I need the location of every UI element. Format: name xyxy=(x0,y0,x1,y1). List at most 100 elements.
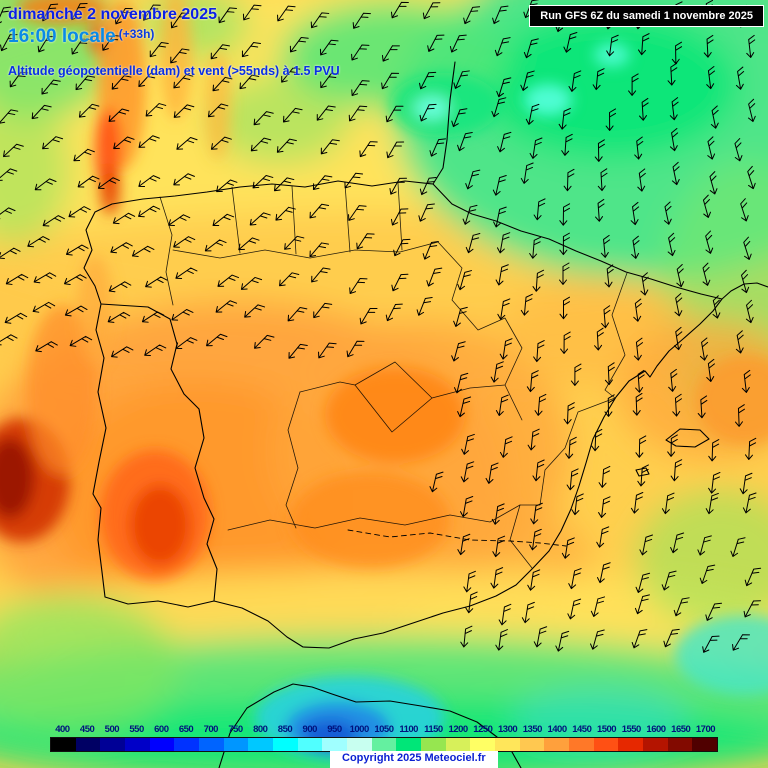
legend-value: 900 xyxy=(302,724,318,735)
wind-barb-icon xyxy=(419,176,437,196)
wind-barb-icon xyxy=(491,97,507,118)
wind-barb-icon xyxy=(170,48,190,64)
wind-barb-icon xyxy=(523,38,539,59)
wind-barb-icon xyxy=(422,240,439,260)
wind-barb-icon xyxy=(310,12,330,29)
legend-color-cell xyxy=(248,738,274,751)
wind-barb-icon xyxy=(318,342,337,359)
legend-value: 1650 xyxy=(671,724,691,735)
wind-barb-icon xyxy=(559,262,570,285)
wind-barb-icon xyxy=(563,402,575,425)
wind-barb-icon xyxy=(708,471,721,494)
wind-barb-icon xyxy=(628,73,639,96)
wind-barb-icon xyxy=(351,80,370,97)
wind-barb-icon xyxy=(457,270,473,291)
wind-barb-icon xyxy=(530,502,543,525)
legend-value: 1400 xyxy=(547,724,567,735)
wind-barb-icon xyxy=(667,232,676,257)
wind-barb-icon xyxy=(746,34,756,58)
wind-barb-icon xyxy=(390,208,409,226)
wind-barb-icon xyxy=(631,629,648,649)
wind-barb-icon xyxy=(102,35,121,51)
wind-barb-icon xyxy=(735,330,744,354)
wind-barb-icon xyxy=(703,34,714,58)
wind-barb-icon xyxy=(663,201,672,225)
wind-barb-icon xyxy=(313,302,333,319)
wind-barb-icon xyxy=(114,8,133,25)
legend-value: 1200 xyxy=(448,724,469,735)
mallorca-island xyxy=(665,428,710,448)
wind-barb-icon xyxy=(9,71,29,88)
wind-barb-icon xyxy=(35,341,58,353)
wind-barb-icon xyxy=(316,105,336,121)
wind-barb-icon xyxy=(111,346,134,358)
map-subtitle: Altitude géopotentielle (dam) et vent (>… xyxy=(8,64,340,79)
wind-barb-icon xyxy=(107,311,131,323)
wind-barb-icon xyxy=(132,245,155,257)
wind-barb-icon xyxy=(238,237,260,251)
legend-value: 600 xyxy=(154,724,169,735)
wind-barb-icon xyxy=(254,334,275,349)
wind-barb-icon xyxy=(637,168,646,192)
wind-barb-icon xyxy=(639,534,654,556)
wind-barb-icon xyxy=(351,44,370,61)
wind-barb-icon xyxy=(735,66,745,90)
legend-color-cell xyxy=(692,738,718,751)
wind-barb-icon xyxy=(173,104,195,118)
wind-barb-icon xyxy=(110,242,133,254)
wind-barb-icon xyxy=(604,362,615,386)
wind-barb-icon xyxy=(385,105,404,123)
wind-barb-icon xyxy=(454,372,469,394)
wind-barb-icon xyxy=(288,343,308,359)
legend-color-cell xyxy=(544,738,570,751)
wind-barb-icon xyxy=(0,334,18,346)
wind-barb-icon xyxy=(348,205,367,221)
wind-barb-icon xyxy=(709,171,718,195)
wind-barb-icon xyxy=(740,198,749,222)
wind-barb-icon xyxy=(422,2,441,20)
wind-barb-icon xyxy=(663,628,680,648)
wind-barb-icon xyxy=(730,537,746,557)
wind-barb-icon xyxy=(239,74,260,90)
legend-color-cell xyxy=(149,738,175,751)
wind-barb-icon xyxy=(242,4,262,21)
wind-barb-icon xyxy=(282,107,303,123)
wind-barb-icon xyxy=(598,465,611,488)
wind-barb-icon xyxy=(570,363,582,386)
wind-barb-icon xyxy=(744,437,757,460)
wind-barb-icon xyxy=(498,603,512,626)
wind-barb-icon xyxy=(141,311,165,323)
wind-barb-icon xyxy=(671,161,680,186)
wind-barb-icon xyxy=(596,526,610,548)
wind-barb-icon xyxy=(559,232,570,256)
legend-color-cell xyxy=(199,738,224,751)
wind-barb-icon xyxy=(457,131,473,152)
wind-barb-icon xyxy=(671,41,683,65)
legend-bar xyxy=(50,737,718,752)
legend-value: 800 xyxy=(253,724,268,735)
wind-barb-icon xyxy=(112,212,136,225)
wind-barb-icon xyxy=(497,131,512,153)
wind-barb-icon xyxy=(381,45,400,62)
wind-barb-icon xyxy=(559,296,570,320)
wind-barb-icon xyxy=(108,281,132,293)
wind-barb-icon xyxy=(672,393,683,417)
wind-barb-icon xyxy=(705,602,723,621)
wind-barb-icon xyxy=(451,108,468,128)
legend-value: 400 xyxy=(55,724,70,735)
wind-barb-icon xyxy=(661,492,675,515)
wind-barb-icon xyxy=(741,269,750,294)
wind-barb-icon xyxy=(669,97,679,121)
wind-barb-icon xyxy=(529,528,542,551)
wind-barb-icon xyxy=(429,471,444,493)
wind-barb-icon xyxy=(359,307,378,325)
wind-barb-icon xyxy=(381,72,400,90)
wind-barb-icon xyxy=(634,594,650,615)
wind-barb-icon xyxy=(171,309,194,321)
wind-barb-icon xyxy=(0,109,19,124)
wind-barb-icon xyxy=(533,340,545,363)
legend-value: 1000 xyxy=(349,724,370,735)
legend-value: 700 xyxy=(203,724,219,735)
wind-barb-icon xyxy=(633,298,642,322)
